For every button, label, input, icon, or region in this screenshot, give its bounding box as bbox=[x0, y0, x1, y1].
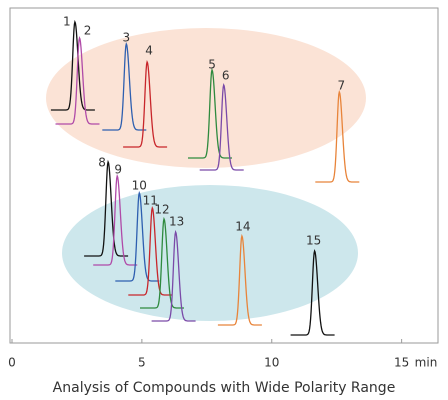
peak bbox=[199, 82, 244, 171]
peak bbox=[128, 205, 173, 296]
group-ellipse bbox=[62, 185, 358, 321]
peak bbox=[217, 233, 262, 326]
group-ellipse bbox=[46, 28, 366, 168]
peak bbox=[50, 19, 95, 111]
peak-label: 5 bbox=[208, 58, 216, 72]
peak-label: 7 bbox=[337, 79, 345, 93]
peak bbox=[84, 159, 129, 257]
peak-label: 4 bbox=[145, 44, 153, 58]
peak-label: 8 bbox=[98, 156, 106, 170]
x-tick-label: 5 bbox=[138, 356, 146, 370]
peak-label: 13 bbox=[169, 215, 184, 229]
peak bbox=[55, 35, 100, 125]
peak bbox=[140, 216, 184, 309]
peak-label: 14 bbox=[235, 220, 250, 234]
peak-label: 3 bbox=[122, 31, 130, 45]
peak-label: 9 bbox=[114, 163, 122, 177]
peak-label: 15 bbox=[306, 234, 321, 248]
peak bbox=[123, 59, 168, 148]
peak-label: 1 bbox=[63, 15, 71, 29]
peak bbox=[290, 249, 335, 336]
caption: Analysis of Compounds with Wide Polarity… bbox=[53, 380, 396, 396]
peak bbox=[115, 190, 160, 282]
peak bbox=[102, 41, 147, 131]
peak-label: 10 bbox=[132, 179, 147, 193]
peak bbox=[151, 229, 196, 322]
peak bbox=[188, 67, 232, 159]
peak bbox=[93, 173, 138, 266]
x-tick-label: 15 bbox=[394, 356, 409, 370]
peak-label: 12 bbox=[154, 203, 169, 217]
peak-label: 11 bbox=[143, 194, 158, 208]
x-tick-label: 0 bbox=[8, 356, 16, 370]
x-unit: min bbox=[415, 356, 438, 370]
peak bbox=[315, 89, 360, 183]
peak-label: 2 bbox=[84, 24, 92, 38]
x-tick-label: 10 bbox=[264, 356, 279, 370]
peak-label: 6 bbox=[222, 69, 230, 83]
